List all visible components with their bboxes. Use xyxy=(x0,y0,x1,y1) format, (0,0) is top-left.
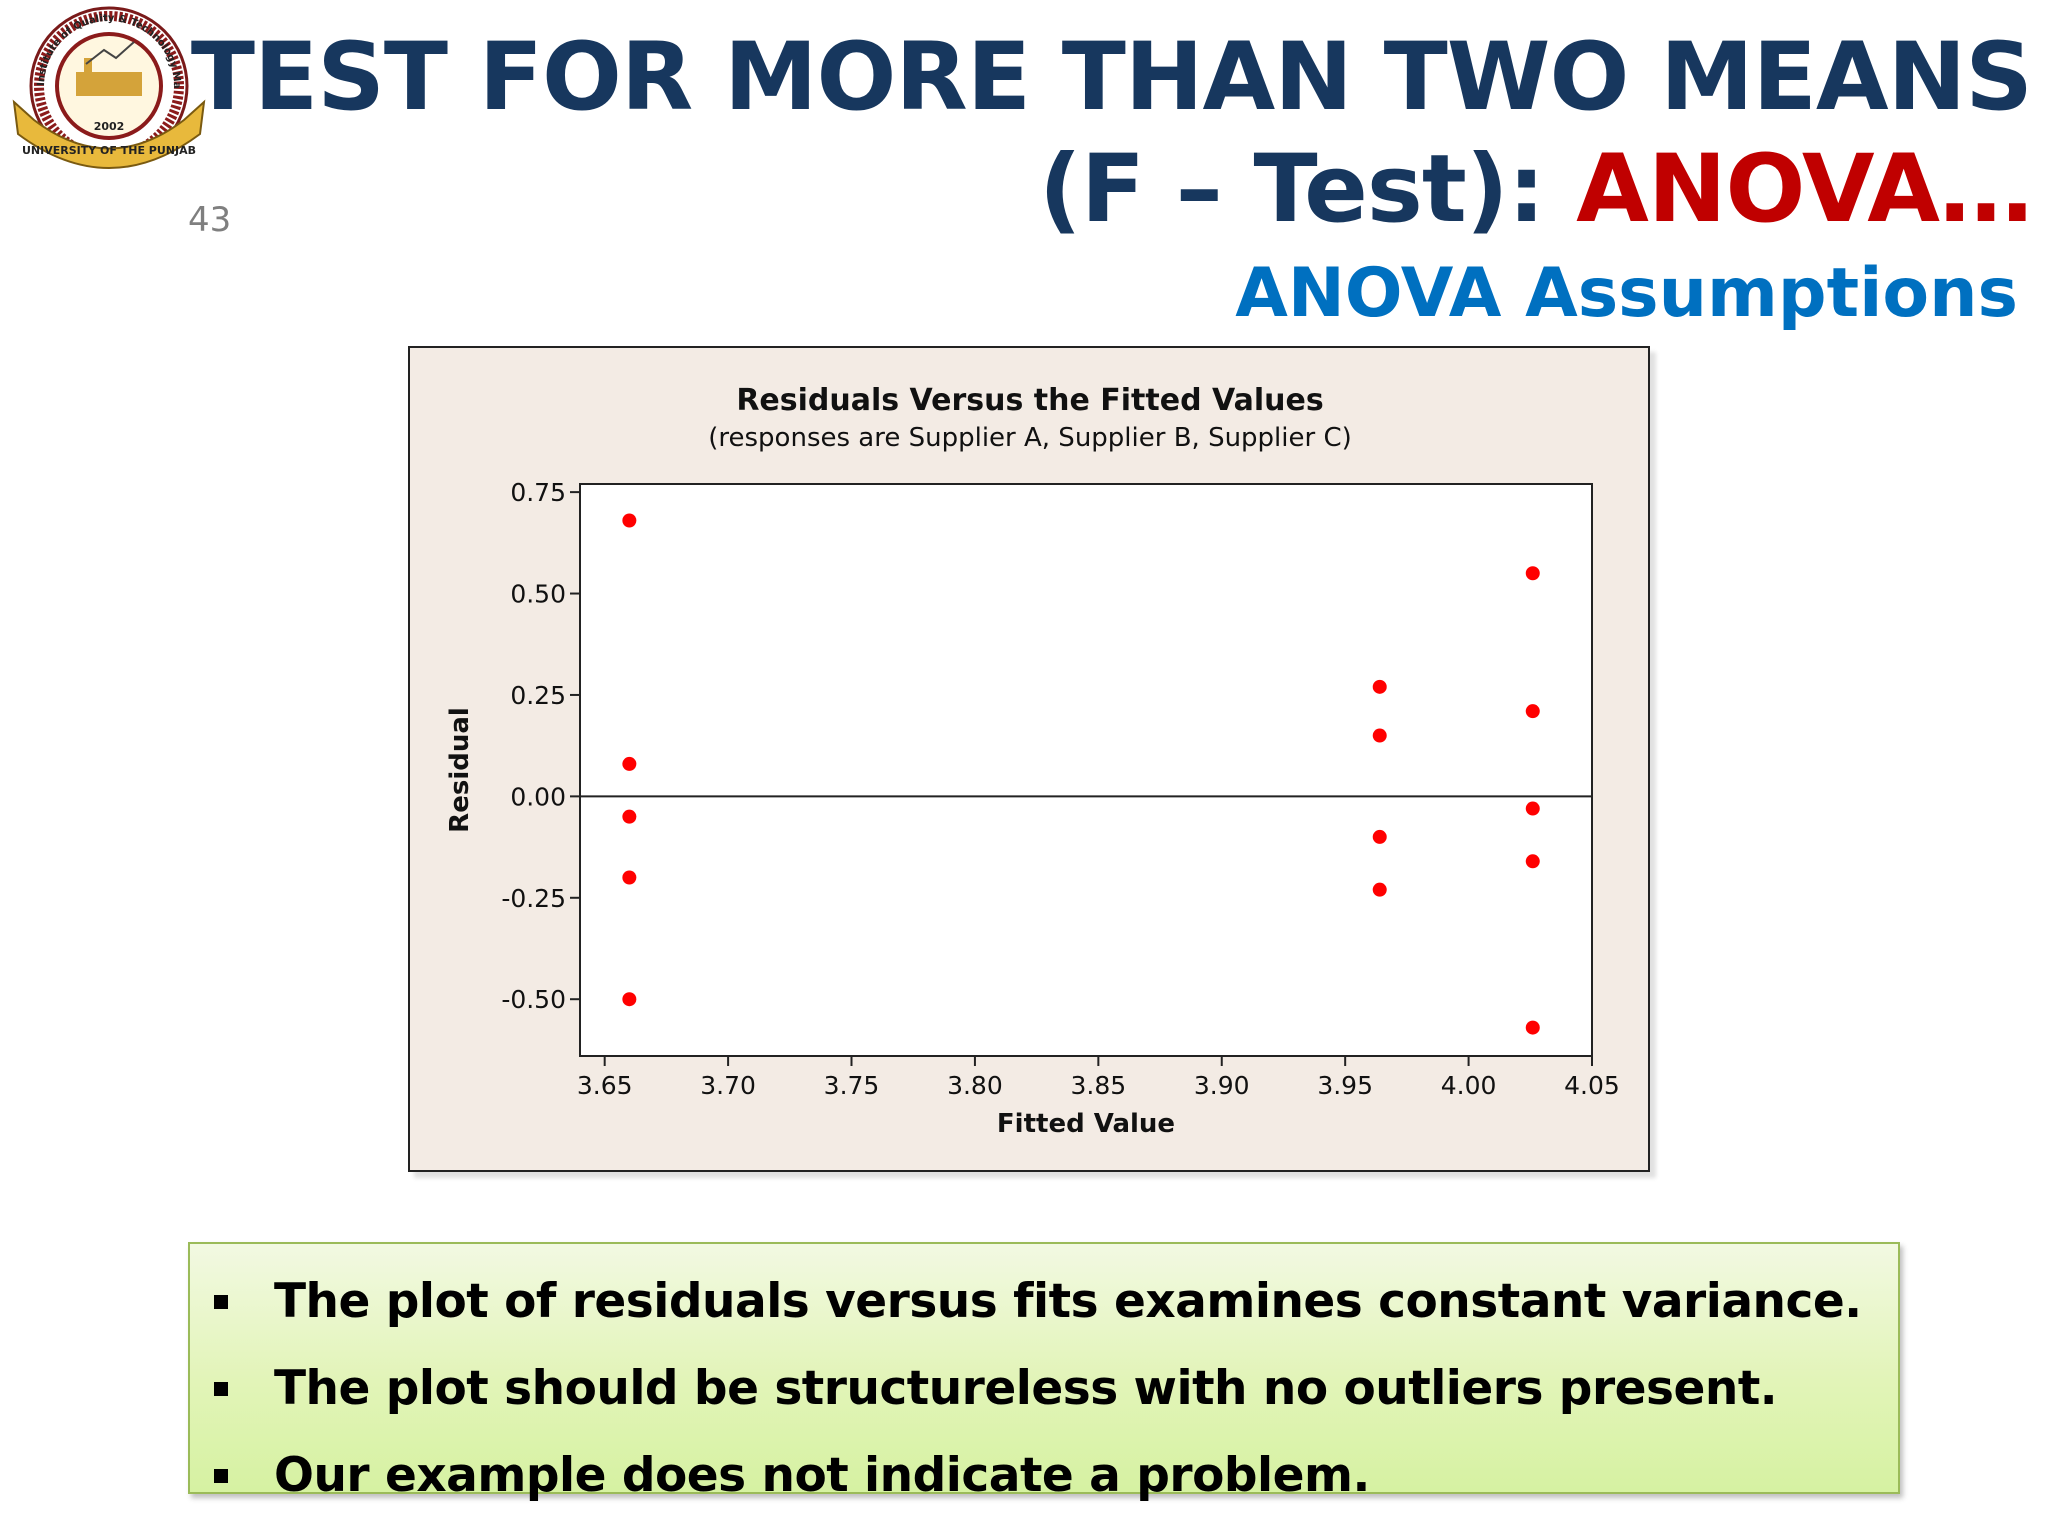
notes-box: The plot of residuals versus fits examin… xyxy=(188,1242,1900,1503)
note-item: The plot of residuals versus fits examin… xyxy=(214,1258,1878,1345)
y-tick-label: -0.25 xyxy=(501,884,566,913)
chart-title: Residuals Versus the Fitted Values xyxy=(736,383,1323,418)
bullet-icon xyxy=(214,1381,228,1396)
note-text: Our example does not indicate a problem. xyxy=(274,1448,1370,1503)
x-tick-label: 4.05 xyxy=(1564,1071,1620,1100)
data-point xyxy=(1372,728,1387,743)
title-accent: ANOVA… xyxy=(1576,135,2033,244)
slide-title: TEST FOR MORE THAN TWO MEANS (F – Test):… xyxy=(190,22,2033,246)
y-axis-label: Residual xyxy=(445,707,475,833)
x-tick-label: 3.65 xyxy=(577,1071,633,1100)
bullet-icon xyxy=(214,1294,228,1309)
note-item: The plot should be structureless with no… xyxy=(214,1345,1878,1432)
y-tick-label: 0.50 xyxy=(510,580,566,609)
data-point xyxy=(622,992,637,1007)
university-logo: Institute of Quality & Technology Manage… xyxy=(4,2,206,169)
residual-plot: Residuals Versus the Fitted Values (resp… xyxy=(445,383,1620,1139)
note-text: The plot should be structureless with no… xyxy=(274,1361,1778,1416)
x-axis-label: Fitted Value xyxy=(997,1109,1175,1139)
slide-subtitle: ANOVA Assumptions xyxy=(1235,254,2018,333)
data-point xyxy=(1525,801,1540,816)
data-point xyxy=(1525,854,1540,869)
logo-banner-text: UNIVERSITY OF THE PUNJAB xyxy=(22,144,196,157)
x-tick-label: 3.80 xyxy=(947,1071,1003,1100)
title-line-2: (F – Test): ANOVA… xyxy=(191,134,2033,246)
y-tick-label: -0.50 xyxy=(501,985,566,1014)
data-point xyxy=(622,809,637,824)
x-tick-label: 3.95 xyxy=(1317,1071,1373,1100)
slide-number: 43 xyxy=(188,200,232,240)
data-point xyxy=(1372,679,1387,694)
y-tick-label: 0.25 xyxy=(510,681,566,710)
data-point xyxy=(1372,829,1387,844)
note-item: Our example does not indicate a problem. xyxy=(214,1432,1878,1519)
note-text: The plot of residuals versus fits examin… xyxy=(274,1274,1862,1329)
data-point xyxy=(1525,566,1540,581)
title-prefix: (F – Test): xyxy=(1038,135,1577,244)
y-tick-label: 0.75 xyxy=(510,478,566,507)
logo-year: 2002 xyxy=(94,120,125,133)
x-tick-label: 3.90 xyxy=(1194,1071,1250,1100)
x-tick-label: 3.75 xyxy=(824,1071,880,1100)
bullet-icon xyxy=(214,1468,228,1483)
data-point xyxy=(1372,882,1387,897)
data-point xyxy=(1525,704,1540,719)
x-tick-label: 3.70 xyxy=(700,1071,756,1100)
data-point xyxy=(622,513,637,528)
data-point xyxy=(622,756,637,771)
title-line-1: TEST FOR MORE THAN TWO MEANS xyxy=(190,23,2033,132)
x-tick-label: 3.85 xyxy=(1071,1071,1127,1100)
chart-frame: Residuals Versus the Fitted Values (resp… xyxy=(408,346,1650,1172)
x-tick-label: 4.00 xyxy=(1441,1071,1497,1100)
plot-area xyxy=(579,483,1593,1057)
data-point xyxy=(622,870,637,885)
chart-subtitle: (responses are Supplier A, Supplier B, S… xyxy=(708,423,1352,453)
data-point xyxy=(1525,1020,1540,1035)
y-tick-label: 0.00 xyxy=(510,782,566,811)
